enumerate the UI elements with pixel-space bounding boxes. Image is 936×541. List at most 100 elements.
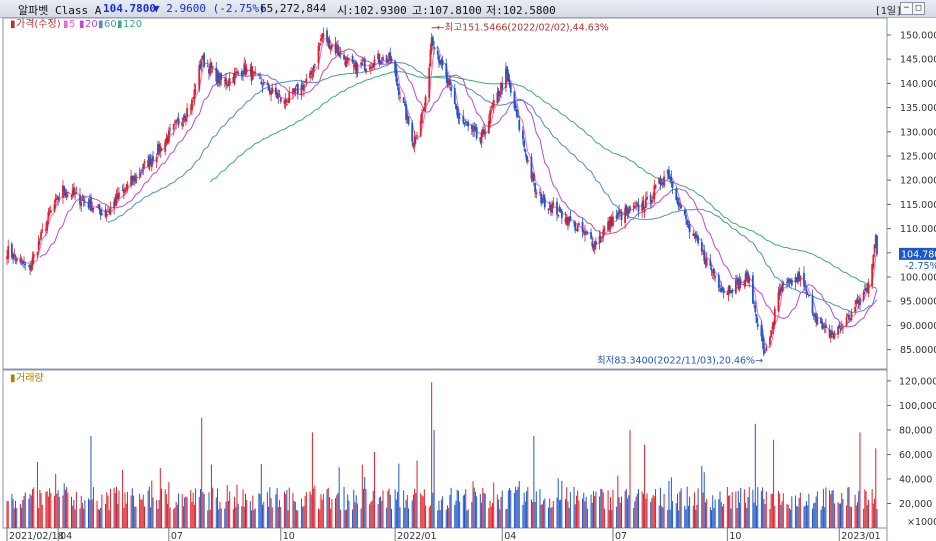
candle-body <box>607 221 609 231</box>
candle-body <box>295 85 298 87</box>
candle-body <box>300 84 303 96</box>
candle-body <box>411 122 414 142</box>
candle-body <box>283 99 286 105</box>
candle-body <box>355 61 358 74</box>
candle-body <box>429 49 432 66</box>
candle-body <box>223 80 226 82</box>
candle-body <box>293 88 296 92</box>
candle-body <box>457 113 460 119</box>
candle-body <box>779 287 782 291</box>
candle-body <box>854 306 856 312</box>
candle-body <box>436 50 439 55</box>
candle-body <box>70 195 73 197</box>
candle-body <box>812 314 815 316</box>
candle-body <box>863 289 866 291</box>
maximize-button[interactable]: □ <box>912 2 925 15</box>
candle-body <box>876 235 878 254</box>
period-selector[interactable]: [1일] <box>874 6 902 17</box>
candle-body <box>267 83 270 91</box>
candle-body <box>453 88 456 104</box>
candle-body <box>568 216 571 224</box>
candle-body <box>574 222 577 231</box>
candle-body <box>850 312 853 320</box>
candle-body <box>585 232 588 234</box>
candle-body <box>539 192 541 194</box>
candle-body <box>627 209 630 213</box>
candle-body <box>143 161 146 164</box>
candle-body <box>87 201 90 208</box>
candle-body <box>769 337 771 345</box>
candle-body <box>795 277 798 282</box>
candle-body <box>105 214 108 217</box>
candle-body <box>738 278 741 291</box>
candle-body <box>326 30 328 42</box>
candle-body <box>159 146 162 153</box>
candle-body <box>311 73 314 75</box>
candle-body <box>675 188 678 201</box>
candle-body <box>15 258 18 262</box>
candle-body <box>787 279 790 282</box>
legend-volume: 거래량 <box>16 372 44 384</box>
date-label: 04 <box>60 531 72 541</box>
candle-body <box>577 223 580 225</box>
candle-body <box>591 241 594 247</box>
candle-body <box>226 84 229 86</box>
price-tick-label: 85.0000 <box>900 345 936 356</box>
candle-body <box>855 299 858 305</box>
candle-body <box>874 234 877 248</box>
candle-body <box>317 45 320 64</box>
candle-body <box>294 87 297 93</box>
candle-body <box>450 87 453 92</box>
date-label: 07 <box>615 531 627 541</box>
candle-body <box>832 336 835 338</box>
candle-body <box>422 109 425 111</box>
candle-body <box>799 275 802 281</box>
candle-body <box>654 184 657 189</box>
candle-body <box>642 200 645 210</box>
candle-body <box>668 169 670 179</box>
candle-body <box>225 77 227 85</box>
candle-body <box>399 97 401 99</box>
candle-body <box>406 114 409 120</box>
candle-body <box>816 318 819 325</box>
candle-body <box>176 120 179 122</box>
last-price-label: 104.7800 <box>901 249 936 260</box>
trade-volume: 65,272,844 <box>260 2 327 15</box>
candle-body <box>717 275 720 288</box>
candle-body <box>849 318 852 320</box>
candle-body <box>108 211 111 213</box>
candle-body <box>464 121 467 123</box>
price-tick-label: 95.0000 <box>900 297 936 308</box>
candle-body <box>862 291 865 301</box>
candle-body <box>845 317 848 326</box>
candle-body <box>116 193 119 200</box>
candle-body <box>228 78 231 86</box>
volume-tick-label: 120,000 <box>899 376 936 387</box>
candle-body <box>251 71 254 80</box>
candle-body <box>441 59 444 66</box>
price-tick-label: 135.0000 <box>900 103 936 114</box>
candle-body <box>183 115 186 119</box>
candle-body <box>686 219 689 226</box>
candle-body <box>777 292 780 312</box>
candle-body <box>158 143 160 153</box>
candle-body <box>182 118 185 121</box>
candle-body <box>397 87 400 95</box>
candle-body <box>446 75 449 85</box>
candle-body <box>462 116 465 123</box>
candle-body <box>149 159 152 165</box>
candle-body <box>118 192 120 198</box>
candle-body <box>321 34 324 40</box>
candle-body <box>40 231 42 239</box>
candle-body <box>466 124 468 126</box>
candle-body <box>438 55 440 63</box>
candle-body <box>714 276 717 279</box>
open-price: 시:102.9300 <box>337 4 407 17</box>
candle-body <box>132 176 135 181</box>
candle-body <box>21 261 24 264</box>
candle-body <box>498 93 501 96</box>
candle-body <box>114 199 117 206</box>
candle-body <box>46 220 49 231</box>
candle-body <box>288 92 291 103</box>
candle-body <box>91 207 94 212</box>
